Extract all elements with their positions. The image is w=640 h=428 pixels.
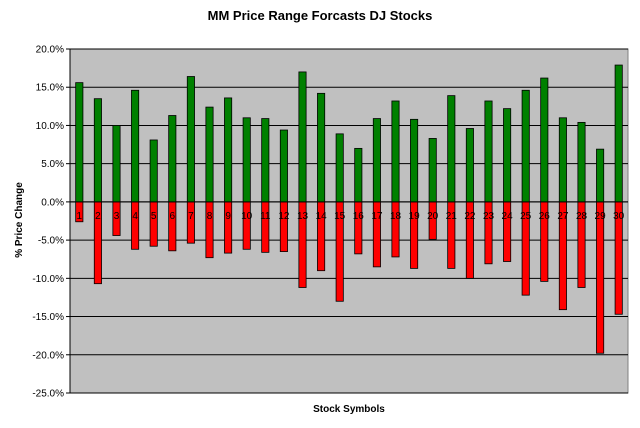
bar-downside-4 xyxy=(131,201,140,250)
bar-upside-4 xyxy=(131,89,140,203)
bar-upside-12 xyxy=(279,129,288,203)
bar-upside-20 xyxy=(428,138,437,203)
x-tick-label: 13 xyxy=(297,211,309,222)
y-tick-label: 10.0% xyxy=(36,121,64,132)
x-tick-label: 23 xyxy=(483,211,495,222)
x-tick-label: 14 xyxy=(316,211,328,222)
x-tick-label: 20 xyxy=(427,211,439,222)
bar-upside-15 xyxy=(335,133,344,203)
y-tick-label: 5.0% xyxy=(41,159,64,170)
bar-downside-16 xyxy=(354,201,363,255)
bar-upside-10 xyxy=(242,117,251,203)
bar-upside-2 xyxy=(93,98,102,203)
bar-downside-5 xyxy=(149,201,158,247)
y-tick-label: -15.0% xyxy=(32,312,64,323)
x-tick-label: 6 xyxy=(170,211,176,222)
x-axis-label: Stock Symbols xyxy=(313,404,385,415)
y-tick-label: -5.0% xyxy=(38,236,64,247)
x-tick-label: 5 xyxy=(151,211,157,222)
bar-downside-12 xyxy=(279,201,288,252)
x-tick-label: 21 xyxy=(446,211,458,222)
x-tick-label: 17 xyxy=(371,211,383,222)
bar-upside-14 xyxy=(317,92,326,203)
bar-upside-5 xyxy=(149,139,158,203)
x-tick-label: 10 xyxy=(241,211,253,222)
x-tick-label: 26 xyxy=(539,211,551,222)
bar-upside-18 xyxy=(391,100,400,203)
bar-upside-8 xyxy=(205,106,214,203)
x-tick-label: 24 xyxy=(502,211,514,222)
y-tick-label: 20.0% xyxy=(36,45,64,56)
bar-downside-10 xyxy=(242,201,251,250)
axes xyxy=(69,49,628,393)
x-tick-label: 1 xyxy=(77,211,83,222)
x-tick-label: 3 xyxy=(114,211,120,222)
bar-upside-28 xyxy=(577,121,586,203)
x-tick-label: 12 xyxy=(278,211,290,222)
bar-upside-29 xyxy=(596,148,605,203)
y-tick-label: 0.0% xyxy=(41,197,64,208)
x-tick-label: 29 xyxy=(595,211,607,222)
x-tick-label: 19 xyxy=(409,211,421,222)
x-tick-label: 2 xyxy=(95,211,101,222)
bar-upside-7 xyxy=(186,76,195,203)
bar-upside-27 xyxy=(558,117,567,203)
bar-upside-25 xyxy=(521,89,530,203)
bar-upside-26 xyxy=(540,77,549,203)
bar-upside-11 xyxy=(261,118,270,203)
x-tick-labels: 1 2 3 4 5 6 7 8 9 10 11 12 13 14 15 16 17 18 19 20 21 22 23 24 2… xyxy=(77,211,625,222)
bar-upside-30 xyxy=(614,64,623,203)
x-tick-label: 7 xyxy=(188,211,194,222)
x-tick-label: 18 xyxy=(390,211,402,222)
bar-upside-24 xyxy=(503,108,512,203)
bar-upside-1 xyxy=(75,82,84,203)
x-tick-label: 11 xyxy=(260,211,271,222)
x-tick-label: 28 xyxy=(576,211,588,222)
bar-upside-21 xyxy=(447,95,456,203)
y-axis-label: % Price Change xyxy=(14,182,25,258)
bar-upside-23 xyxy=(484,100,493,203)
x-tick-label: 9 xyxy=(225,211,231,222)
y-tick-label: -10.0% xyxy=(32,274,64,285)
bar-downside-29 xyxy=(596,201,605,354)
x-tick-label: 25 xyxy=(520,211,532,222)
bar-upside-6 xyxy=(168,115,177,203)
x-tick-label: 8 xyxy=(207,211,213,222)
x-tick-label: 22 xyxy=(464,211,476,222)
bar-downside-7 xyxy=(186,201,195,244)
plot-area xyxy=(69,48,629,394)
y-tick-label: -20.0% xyxy=(32,350,64,361)
x-tick-label: 4 xyxy=(132,211,138,222)
x-tick-label: 15 xyxy=(334,211,346,222)
bar-upside-3 xyxy=(112,125,121,203)
x-tick-label: 30 xyxy=(613,211,625,222)
bar-downside-6 xyxy=(168,201,177,252)
y-tick-label: -25.0% xyxy=(32,389,64,400)
bar-upside-19 xyxy=(410,118,419,203)
bar-upside-22 xyxy=(465,128,474,203)
x-tick-label: 16 xyxy=(353,211,365,222)
y-tick-label: 15.0% xyxy=(36,83,64,94)
x-tick-label: 27 xyxy=(557,211,569,222)
y-tick-labels: 20.0% 15.0% 10.0% 5.0% 0.0% -5.0% -10.0% -15.0%… xyxy=(32,45,64,400)
bar-downside-11 xyxy=(261,201,270,253)
chart-title: MM Price Range Forcasts DJ Stocks xyxy=(208,8,433,23)
bar-downside-9 xyxy=(224,201,233,254)
bar-upside-17 xyxy=(372,118,381,203)
bar-upside-16 xyxy=(354,147,363,203)
bars xyxy=(75,64,623,354)
bar-upside-9 xyxy=(224,97,233,203)
bar-upside-13 xyxy=(298,71,307,203)
